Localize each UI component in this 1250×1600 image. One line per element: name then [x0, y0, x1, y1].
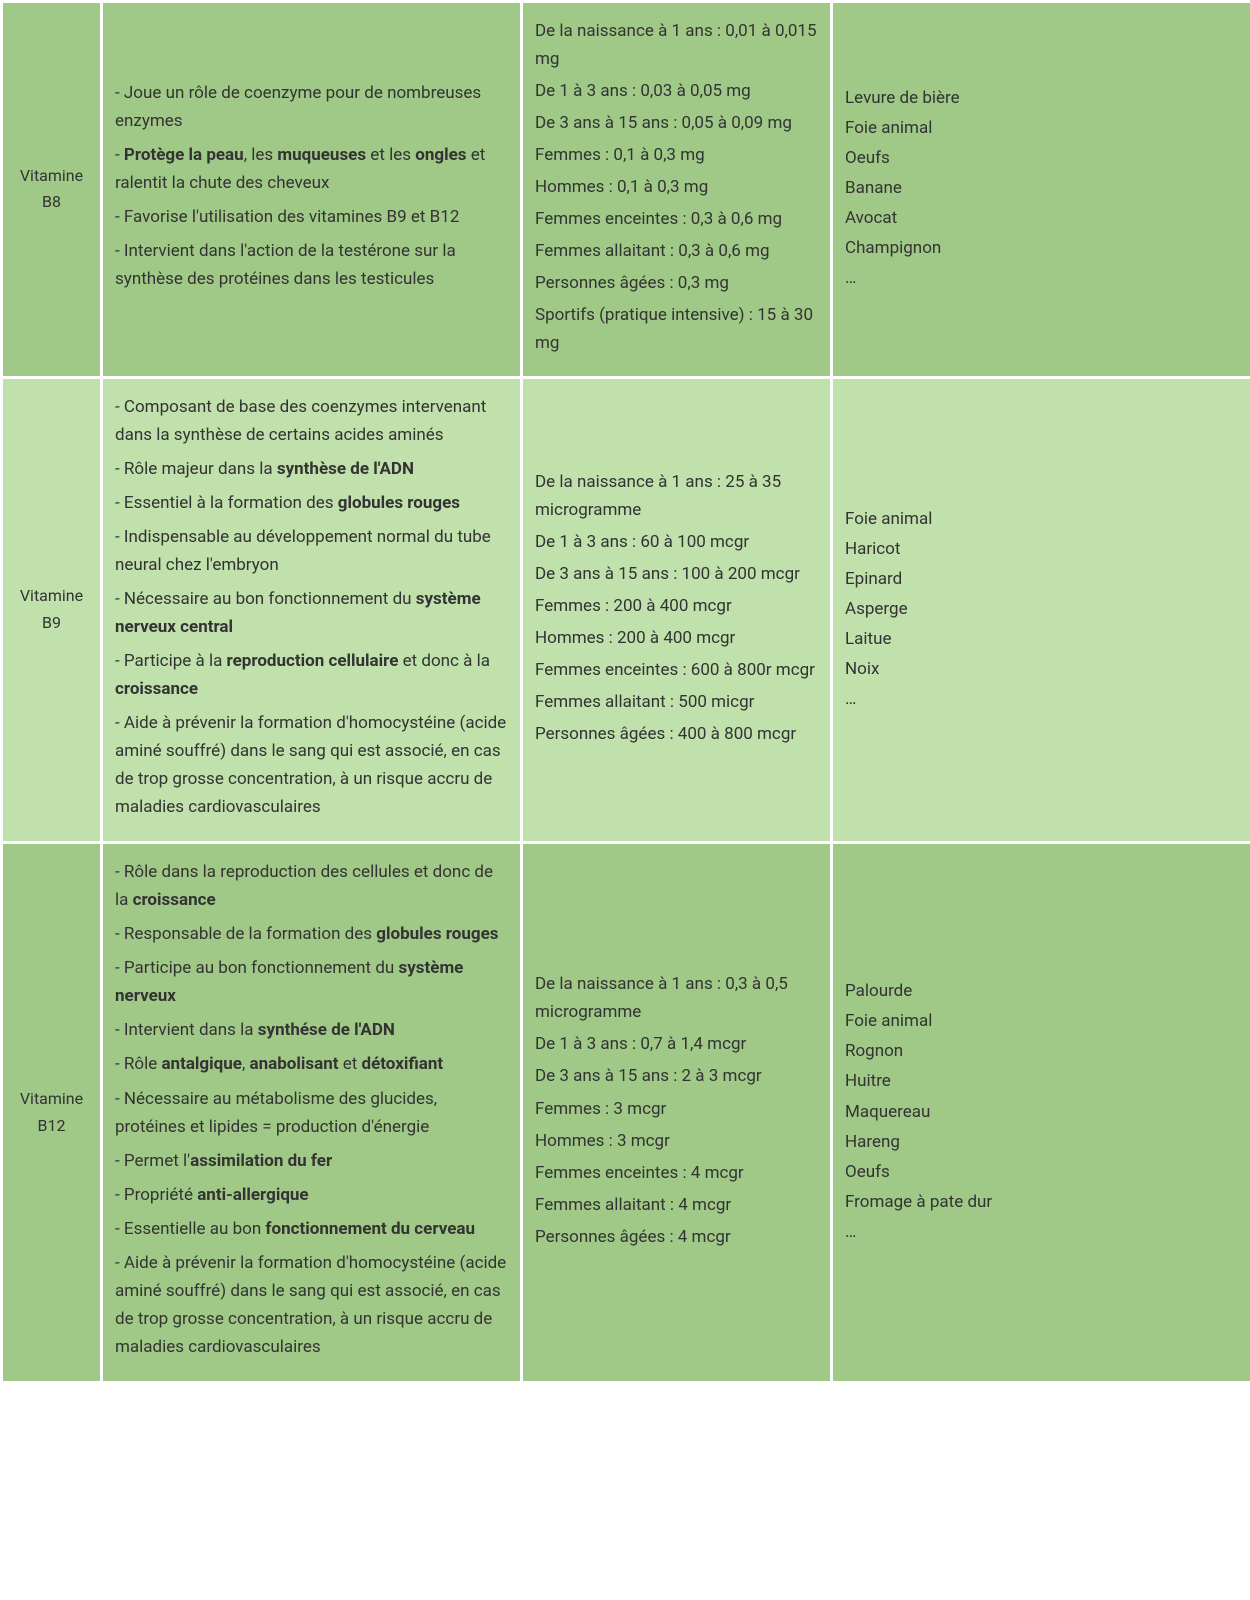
cell-line: - Responsable de la formation des globul…	[115, 920, 508, 948]
cell-line: Champignon	[845, 234, 1238, 262]
cell-line: Femmes enceintes : 0,3 à 0,6 mg	[535, 205, 818, 233]
cell-line: Hommes : 0,1 à 0,3 mg	[535, 173, 818, 201]
vitamin-name-cell: Vitamine B9	[2, 377, 102, 843]
cell-line: - Nécessaire au métabolisme des glucides…	[115, 1085, 508, 1141]
cell-line: Femmes enceintes : 600 à 800r mcgr	[535, 656, 818, 684]
cell-line: - Permet l'assimilation du fer	[115, 1147, 508, 1175]
cell-line: - Propriété anti-allergique	[115, 1181, 508, 1209]
cell-line: Femmes allaitant : 500 micgr	[535, 688, 818, 716]
cell-line: - Rôle majeur dans la synthèse de l'ADN	[115, 455, 508, 483]
cell-line: Banane	[845, 174, 1238, 202]
cell-line: Oeufs	[845, 1158, 1238, 1186]
cell-line: - Essentiel à la formation des globules …	[115, 489, 508, 517]
cell-line: Femmes : 0,1 à 0,3 mg	[535, 141, 818, 169]
cell-line: Huitre	[845, 1067, 1238, 1095]
cell-line: Personnes âgées : 0,3 mg	[535, 269, 818, 297]
cell-line: - Nécessaire au bon fonctionnement du sy…	[115, 585, 508, 641]
cell-line: Oeufs	[845, 144, 1238, 172]
cell-line: …	[845, 1218, 1238, 1246]
vitamin-name: Vitamine B9	[20, 586, 83, 631]
cell-line: Laitue	[845, 625, 1238, 653]
cell-line: Femmes : 200 à 400 mcgr	[535, 592, 818, 620]
cell-line: - Aide à prévenir la formation d'homocys…	[115, 1249, 508, 1361]
table-row: Vitamine B8 - Joue un rôle de coenzyme po…	[2, 2, 1250, 378]
vitamin-dosage-cell: De la naissance à 1 ans : 0,3 à 0,5 micr…	[522, 843, 832, 1383]
cell-line: Maquereau	[845, 1098, 1238, 1126]
cell-line: Foie animal	[845, 114, 1238, 142]
cell-line: - Intervient dans la synthése de l'ADN	[115, 1016, 508, 1044]
vitamin-role-cell: - Joue un rôle de coenzyme pour de nombr…	[102, 2, 522, 378]
vitamin-name-cell: Vitamine B8	[2, 2, 102, 378]
cell-line: - Rôle dans la reproduction des cellules…	[115, 858, 508, 914]
cell-line: - Favorise l'utilisation des vitamines B…	[115, 203, 508, 231]
cell-line: Levure de bière	[845, 84, 1238, 112]
cell-line: - Participe au bon fonctionnement du sys…	[115, 954, 508, 1010]
cell-line: De 3 ans à 15 ans : 100 à 200 mcgr	[535, 560, 818, 588]
vitamin-dosage-cell: De la naissance à 1 ans : 25 à 35 microg…	[522, 377, 832, 843]
vitamin-role-cell: - Rôle dans la reproduction des cellules…	[102, 843, 522, 1383]
cell-line: De 1 à 3 ans : 0,7 à 1,4 mcgr	[535, 1030, 818, 1058]
cell-line: Femmes enceintes : 4 mcgr	[535, 1159, 818, 1187]
cell-line: Palourde	[845, 977, 1238, 1005]
vitamin-dosage-cell: De la naissance à 1 ans : 0,01 à 0,015 m…	[522, 2, 832, 378]
vitamin-sources-cell: Foie animalHaricotEpinardAspergeLaitueNo…	[832, 377, 1250, 843]
vitamin-sources-cell: PalourdeFoie animalRognonHuitre Maquereau…	[832, 843, 1250, 1383]
cell-line: Sportifs (pratique intensive) : 15 à 30 …	[535, 301, 818, 357]
table-row: Vitamine B12 - Rôle dans la reproduction …	[2, 843, 1250, 1383]
cell-line: De la naissance à 1 ans : 0,3 à 0,5 micr…	[535, 970, 818, 1026]
cell-line: …	[845, 685, 1238, 713]
cell-line: De la naissance à 1 ans : 0,01 à 0,015 m…	[535, 17, 818, 73]
cell-line: Femmes : 3 mcgr	[535, 1095, 818, 1123]
cell-line: Hareng	[845, 1128, 1238, 1156]
cell-line: …	[845, 264, 1238, 292]
cell-line: Hommes : 200 à 400 mcgr	[535, 624, 818, 652]
cell-line: Fromage à pate dur	[845, 1188, 1238, 1216]
cell-line: Foie animal	[845, 1007, 1238, 1035]
cell-line: - Protège la peau, les muqueuses et les …	[115, 141, 508, 197]
cell-line: De 3 ans à 15 ans : 0,05 à 0,09 mg	[535, 109, 818, 137]
vitamin-name-cell: Vitamine B12	[2, 843, 102, 1383]
cell-line: - Intervient dans l'action de la testéro…	[115, 237, 508, 293]
cell-line: De 1 à 3 ans : 60 à 100 mcgr	[535, 528, 818, 556]
cell-line: Avocat	[845, 204, 1238, 232]
cell-line: Asperge	[845, 595, 1238, 623]
cell-line: - Aide à prévenir la formation d'homocys…	[115, 709, 508, 821]
cell-line: Femmes allaitant : 0,3 à 0,6 mg	[535, 237, 818, 265]
cell-line: Rognon	[845, 1037, 1238, 1065]
vitamin-sources-cell: Levure de bièreFoie animalOeufsBananeAvo…	[832, 2, 1250, 378]
cell-line: - Participe à la reproduction cellulaire…	[115, 647, 508, 703]
cell-line: - Essentielle au bon fonctionnement du c…	[115, 1215, 508, 1243]
cell-line: Femmes allaitant : 4 mcgr	[535, 1191, 818, 1219]
vitamins-table: Vitamine B8 - Joue un rôle de coenzyme po…	[0, 0, 1250, 1384]
vitamins-tbody: Vitamine B8 - Joue un rôle de coenzyme po…	[2, 2, 1250, 1383]
cell-line: - Indispensable au développement normal …	[115, 523, 508, 579]
cell-line: Epinard	[845, 565, 1238, 593]
cell-line: - Joue un rôle de coenzyme pour de nombr…	[115, 79, 508, 135]
vitamin-role-cell: - Composant de base des coenzymes interv…	[102, 377, 522, 843]
cell-line: - Rôle antalgique, anabolisant et détoxi…	[115, 1050, 508, 1078]
cell-line: Personnes âgées : 400 à 800 mcgr	[535, 720, 818, 748]
cell-line: De la naissance à 1 ans : 25 à 35 microg…	[535, 468, 818, 524]
vitamin-name: Vitamine B12	[20, 1089, 83, 1134]
cell-line: Hommes : 3 mcgr	[535, 1127, 818, 1155]
table-row: Vitamine B9 - Composant de base des coenz…	[2, 377, 1250, 843]
cell-line: Haricot	[845, 535, 1238, 563]
vitamin-name: Vitamine B8	[20, 166, 83, 211]
cell-line: De 1 à 3 ans : 0,03 à 0,05 mg	[535, 77, 818, 105]
cell-line: Noix	[845, 655, 1238, 683]
cell-line: De 3 ans à 15 ans : 2 à 3 mcgr	[535, 1062, 818, 1090]
cell-line: - Composant de base des coenzymes interv…	[115, 393, 508, 449]
cell-line: Foie animal	[845, 505, 1238, 533]
cell-line: Personnes âgées : 4 mcgr	[535, 1223, 818, 1251]
